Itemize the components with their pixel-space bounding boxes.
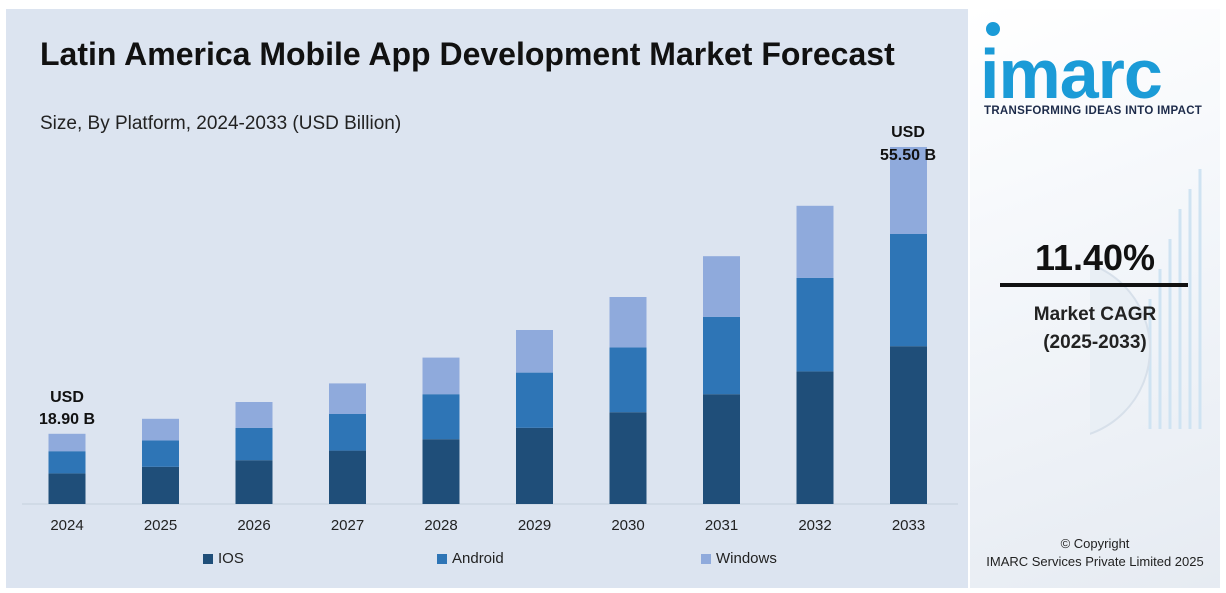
bars-group — [48, 147, 927, 504]
cagr-value: 11.40% — [1034, 237, 1156, 278]
first-bar-callout-line1: USD — [50, 389, 84, 406]
x-tick-label-2025: 2025 — [144, 517, 177, 534]
bar-android-2033 — [890, 234, 927, 347]
cagr-label-line2: (2025-2033) — [1043, 332, 1147, 353]
last-bar-callout-line1: USD — [891, 124, 925, 141]
x-tick-label-2033: 2033 — [892, 517, 925, 534]
bar-ios-2026 — [235, 460, 273, 504]
bar-android-2029 — [516, 372, 553, 428]
bar-windows-2025 — [142, 418, 179, 441]
legend-item-ios: IOS — [203, 550, 244, 567]
cagr-label-line1: Market CAGR — [1033, 304, 1157, 325]
bar-android-2026 — [235, 427, 273, 461]
x-tick-label-2024: 2024 — [50, 517, 83, 534]
legend-label-windows: Windows — [716, 550, 777, 567]
logo-dot — [986, 22, 1000, 36]
legend-label-android: Android — [452, 550, 504, 567]
legend-item-windows: Windows — [701, 550, 777, 567]
bar-windows-2032 — [796, 205, 834, 278]
bar-android-2031 — [703, 316, 740, 395]
bar-ios-2030 — [609, 412, 647, 504]
legend-swatch-android — [437, 553, 447, 564]
bar-windows-2028 — [422, 357, 460, 395]
x-tick-label-2032: 2032 — [798, 517, 831, 534]
bar-ios-2028 — [422, 439, 460, 504]
bar-windows-2027 — [329, 383, 366, 414]
side-panel: imarc TRANSFORMING IDEAS INTO IMPACT 11.… — [970, 9, 1220, 588]
bar-ios-2027 — [329, 450, 366, 504]
cagr-label: Market CAGR (2025-2033) — [1000, 301, 1190, 357]
bar-ios-2024 — [48, 473, 86, 504]
x-tick-label-2026: 2026 — [237, 517, 270, 534]
bar-ios-2025 — [142, 466, 179, 504]
legend-swatch-ios — [203, 553, 213, 564]
bar-windows-2026 — [235, 402, 273, 428]
copyright-line2: IMARC Services Private Limited 2025 — [986, 554, 1204, 569]
bar-windows-2033 — [890, 147, 927, 234]
logo-tagline: TRANSFORMING IDEAS INTO IMPACT — [984, 105, 1203, 117]
bar-android-2032 — [796, 277, 834, 372]
legend-label-ios: IOS — [218, 550, 244, 567]
imarc-logo: imarc — [980, 35, 1163, 113]
chart-plot: 2024 2025 2026 2027 2028 2029 2030 2031 2032 2033… — [22, 124, 958, 534]
copyright-line1: © Copyright — [1060, 536, 1130, 551]
decorative-background-chart — [1090, 169, 1202, 435]
x-tick-label-2029: 2029 — [518, 517, 551, 534]
chart-title: Latin America Mobile App Development Mar… — [40, 36, 895, 72]
bar-windows-2030 — [609, 297, 647, 348]
x-tick-labels: 2024 2025 2026 2027 2028 2029 2030 2031 2032 2033 — [50, 517, 925, 534]
first-bar-callout-line2: 18.90 B — [39, 411, 95, 428]
bar-windows-2024 — [48, 433, 86, 452]
bar-android-2025 — [142, 440, 179, 467]
cagr-divider — [1000, 283, 1188, 287]
bar-ios-2033 — [890, 346, 927, 504]
bar-android-2028 — [422, 394, 460, 440]
bar-windows-2031 — [703, 256, 740, 317]
bar-android-2027 — [329, 414, 366, 451]
x-tick-label-2031: 2031 — [705, 517, 738, 534]
bar-windows-2029 — [516, 330, 553, 373]
bar-ios-2029 — [516, 427, 553, 504]
bar-ios-2031 — [703, 394, 740, 504]
x-tick-label-2027: 2027 — [331, 517, 364, 534]
chart-subtitle: Size, By Platform, 2024-2033 (USD Billio… — [40, 113, 402, 134]
x-tick-label-2030: 2030 — [611, 517, 644, 534]
last-bar-callout-line2: 55.50 B — [880, 147, 936, 164]
bar-android-2030 — [609, 347, 647, 413]
x-tick-label-2028: 2028 — [424, 517, 457, 534]
legend-item-android: Android — [437, 550, 504, 567]
bar-ios-2032 — [796, 371, 834, 504]
legend-swatch-windows — [701, 553, 711, 564]
bar-android-2024 — [48, 451, 86, 474]
